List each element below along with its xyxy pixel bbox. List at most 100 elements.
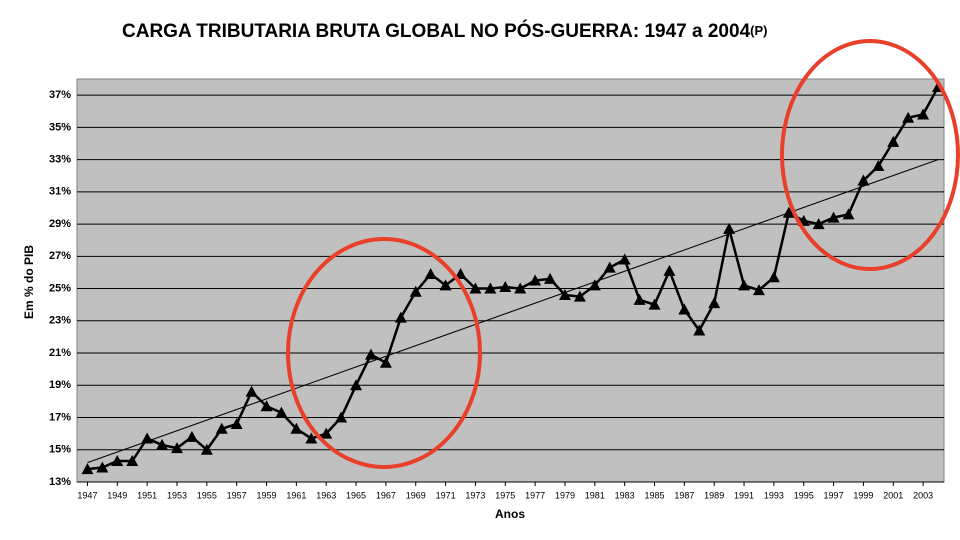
point-marker [111, 455, 124, 467]
x-tick-label: 1975 [495, 490, 515, 500]
trend-line [87, 159, 939, 464]
point-marker [887, 135, 900, 147]
y-tick-label: 17% [49, 411, 71, 423]
point-marker [141, 432, 154, 444]
y-tick-label: 15% [49, 444, 71, 456]
point-marker [544, 272, 557, 284]
point-marker [439, 279, 452, 291]
x-tick-label: 1979 [555, 490, 575, 500]
x-tick-label: 1997 [824, 490, 844, 500]
x-tick-label: 1969 [406, 490, 426, 500]
point-marker [663, 264, 676, 276]
point-marker [409, 285, 422, 297]
point-marker [245, 385, 258, 397]
chart-title: CARGA TRIBUTARIA BRUTA GLOBAL NO PÓS-GUE… [122, 20, 767, 42]
x-tick-label: 1973 [465, 490, 485, 500]
point-marker [603, 261, 616, 273]
x-tick-label: 1987 [674, 490, 694, 500]
x-tick-label: 1955 [197, 490, 217, 500]
point-marker [708, 297, 721, 309]
point-marker [364, 348, 377, 360]
point-marker [260, 400, 273, 412]
x-tick-label: 1957 [227, 490, 247, 500]
point-marker [678, 303, 691, 315]
point-marker [81, 463, 94, 475]
x-tick-label: 1951 [137, 490, 157, 500]
y-tick-label: 23% [49, 315, 71, 327]
x-tick-label: 1961 [286, 490, 306, 500]
point-marker [230, 417, 243, 429]
point-marker [917, 108, 930, 120]
point-marker [752, 284, 765, 296]
title-note: (P) [750, 23, 767, 38]
y-tick-label: 37% [49, 89, 71, 101]
x-tick-label: 1983 [615, 490, 635, 500]
point-marker [827, 211, 840, 223]
point-marker [215, 422, 228, 434]
point-marker [469, 282, 482, 294]
x-axis-label: Anos [495, 507, 525, 521]
x-tick-label: 1991 [734, 490, 754, 500]
point-marker [514, 282, 527, 294]
point-marker [170, 442, 183, 454]
y-tick-label: 29% [49, 218, 71, 230]
point-marker [723, 222, 736, 234]
y-axis-label: Em % do PIB [22, 245, 36, 319]
point-marker [275, 406, 288, 418]
y-tick-label: 35% [49, 121, 71, 133]
point-marker [394, 311, 407, 323]
highlight-circle [286, 237, 482, 469]
point-marker [320, 427, 333, 439]
point-marker [305, 432, 318, 444]
point-marker [738, 279, 751, 291]
point-marker [618, 253, 631, 265]
point-marker [693, 324, 706, 336]
point-marker [573, 290, 586, 302]
x-tick-label: 1965 [346, 490, 366, 500]
point-marker [379, 356, 392, 368]
point-marker [857, 174, 870, 186]
highlight-circle [780, 39, 960, 271]
x-tick-label: 1963 [316, 490, 336, 500]
point-marker [872, 160, 885, 172]
point-marker [648, 298, 661, 310]
x-tick-label: 1949 [107, 490, 127, 500]
y-tick-label: 33% [49, 154, 71, 166]
x-tick-label: 1989 [704, 490, 724, 500]
x-tick-label: 1981 [585, 490, 605, 500]
y-tick-label: 25% [49, 282, 71, 294]
point-marker [156, 438, 169, 450]
x-tick-label: 1947 [77, 490, 97, 500]
point-marker [96, 461, 109, 473]
point-marker [484, 282, 497, 294]
x-tick-label: 2003 [913, 490, 933, 500]
point-marker [842, 208, 855, 220]
point-marker [588, 279, 601, 291]
y-tick-label: 21% [49, 347, 71, 359]
point-marker [812, 218, 825, 230]
point-marker [529, 274, 542, 286]
point-marker [185, 430, 198, 442]
x-tick-label: 1967 [376, 490, 396, 500]
plot-area [76, 78, 945, 483]
point-marker [200, 443, 213, 455]
point-marker [424, 268, 437, 280]
point-marker [558, 289, 571, 301]
y-tick-label: 13% [49, 476, 71, 488]
point-marker [290, 422, 303, 434]
title-main: CARGA TRIBUTARIA BRUTA GLOBAL NO PÓS-GUE… [122, 20, 751, 42]
point-marker [126, 455, 139, 467]
point-marker [767, 271, 780, 283]
x-tick-label: 1953 [167, 490, 187, 500]
y-tick-label: 31% [49, 186, 71, 198]
point-marker [335, 411, 348, 423]
x-tick-label: 1995 [794, 490, 814, 500]
x-tick-label: 1999 [853, 490, 873, 500]
point-marker [633, 293, 646, 305]
y-tick-label: 27% [49, 250, 71, 262]
x-tick-label: 1993 [764, 490, 784, 500]
point-marker [499, 280, 512, 292]
x-tick-label: 2001 [883, 490, 903, 500]
